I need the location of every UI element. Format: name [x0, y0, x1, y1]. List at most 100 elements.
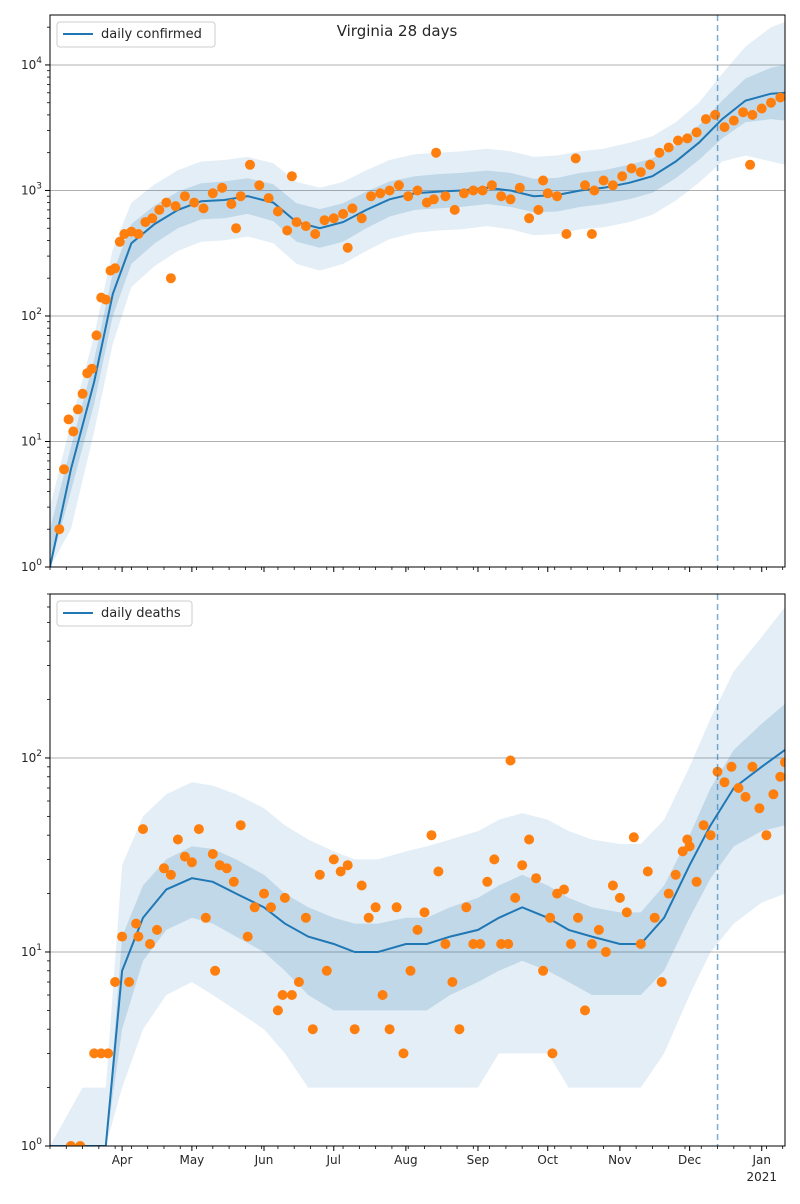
data-point: [756, 103, 767, 114]
data-point: [663, 142, 674, 153]
data-point: [259, 888, 269, 899]
data-point: [440, 191, 451, 202]
data-point: [728, 115, 739, 126]
data-point: [145, 939, 155, 949]
data-point: [747, 109, 758, 120]
data-point: [552, 191, 563, 202]
data-point: [131, 918, 142, 929]
data-point: [307, 1024, 318, 1035]
data-point: [117, 931, 128, 942]
data-point: [677, 846, 688, 857]
data-point: [740, 791, 751, 802]
data-point: [263, 193, 274, 204]
data-point: [254, 180, 265, 191]
data-point: [75, 1141, 86, 1146]
data-point: [426, 830, 437, 841]
data-point: [114, 236, 125, 247]
data-point: [207, 849, 218, 859]
data-point: [363, 912, 374, 923]
data-point: [161, 197, 172, 208]
data-point: [286, 171, 297, 182]
data-point: [645, 159, 656, 170]
data-point: [454, 1024, 465, 1035]
data-point: [356, 213, 367, 224]
data-point: [100, 294, 111, 305]
data-point: [682, 834, 693, 845]
data-point: [200, 912, 211, 923]
data-point: [561, 229, 572, 239]
data-point: [617, 171, 628, 182]
x-tick-label: Aug: [394, 1153, 417, 1167]
data-point: [656, 977, 667, 987]
data-point: [165, 869, 176, 880]
band-50: [50, 64, 785, 567]
data-point: [63, 414, 74, 425]
data-point: [461, 902, 472, 913]
data-point: [428, 194, 439, 205]
data-point: [226, 199, 237, 209]
data-point: [538, 175, 549, 186]
legend-box: [56, 600, 193, 627]
data-point: [503, 939, 514, 949]
data-point: [712, 766, 723, 777]
data-point: [524, 834, 535, 845]
data-point: [103, 1048, 114, 1059]
data-point: [654, 147, 665, 158]
axes-frame: [49, 593, 786, 1147]
x-tick-label: Jun: [254, 1153, 274, 1167]
y-tick-label: 104: [21, 56, 42, 72]
data-point: [514, 182, 525, 193]
data-point: [286, 990, 297, 1000]
data-point: [449, 204, 460, 215]
data-point: [342, 860, 353, 871]
data-point: [614, 892, 625, 903]
data-point: [635, 167, 646, 178]
data-point: [138, 824, 148, 835]
data-point: [710, 109, 721, 120]
data-point: [235, 820, 246, 831]
data-point: [377, 990, 388, 1000]
data-point: [477, 185, 488, 196]
data-point: [745, 159, 756, 170]
confirmed-chart: 100 101 102 103 104 daily confirmed: [21, 14, 786, 574]
data-point: [133, 931, 144, 942]
data-point: [189, 197, 200, 208]
data-point: [179, 191, 190, 202]
data-point: [482, 876, 493, 887]
data-point: [670, 869, 681, 880]
data-point: [496, 191, 507, 202]
x-tick-label: Sep: [467, 1153, 490, 1167]
x-tick-label: Apr: [112, 1153, 133, 1167]
data-point: [533, 204, 544, 215]
data-point: [338, 208, 349, 219]
data-point: [179, 851, 190, 862]
data-point: [573, 912, 583, 923]
data-point: [682, 133, 693, 144]
data-point: [705, 830, 716, 841]
data-point: [412, 924, 423, 935]
data-point: [110, 977, 121, 987]
data-point: [698, 820, 709, 831]
data-point: [335, 866, 346, 877]
data-point: [468, 185, 479, 196]
data-point: [405, 965, 416, 976]
data-point: [159, 863, 169, 874]
data-point: [366, 191, 376, 202]
plot-area: [50, 607, 785, 1146]
legend-box: [56, 21, 216, 48]
median-line: [50, 749, 785, 1146]
x-tick-label: May: [179, 1153, 204, 1167]
data-point: [691, 127, 702, 138]
data-point: [235, 191, 246, 202]
data-point: [282, 225, 293, 236]
data-point: [593, 924, 604, 935]
y-tick-label: 100: [21, 1137, 42, 1153]
data-point: [486, 180, 497, 191]
y-tick-label: 102: [21, 749, 42, 765]
data-point: [300, 912, 311, 923]
data-point: [242, 931, 253, 942]
axes-frame: [49, 14, 786, 568]
data-point: [393, 180, 404, 191]
data-point: [279, 892, 290, 903]
data-point: [642, 866, 653, 877]
